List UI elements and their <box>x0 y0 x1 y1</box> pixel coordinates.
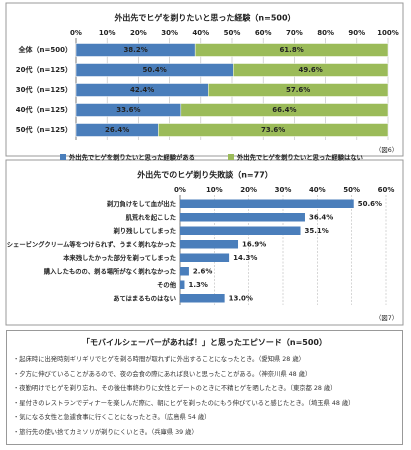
legend-label: 外出先でヒゲを剃りたいと思った経験はない <box>237 153 363 162</box>
bar <box>180 199 354 208</box>
y-tick-label: 購入したものの、剃る場所がなく剃れなかった <box>43 266 176 275</box>
x-tick-label: 80% <box>317 29 334 37</box>
bar <box>180 294 225 303</box>
value-label: 33.6% <box>116 106 140 114</box>
bar <box>180 280 185 289</box>
y-tick-label: 50代（n=125） <box>16 125 72 134</box>
x-tick-label: 100% <box>377 29 399 37</box>
episode-item: ・夜勤明けでヒゲを剃り忘れ、その後仕事終わりに女性とデートのときに不精ヒゲを晒し… <box>13 385 337 392</box>
x-tick-label: 10% <box>99 29 116 37</box>
bar <box>180 240 239 249</box>
value-label: 16.9% <box>242 240 266 248</box>
episode-item: ・星付きのレストランでディナーを楽しんだ際に、朝にヒゲを剃ったのにもう伸びている… <box>13 399 355 407</box>
y-tick-label: 肌荒れを起こした <box>125 212 176 221</box>
bar-segment <box>232 63 389 77</box>
x-tick-label: 60% <box>378 186 395 194</box>
x-tick-label: 20% <box>130 29 147 37</box>
x-tick-label: 20% <box>240 186 257 194</box>
value-label: 35.1% <box>305 227 329 235</box>
x-tick-label: 60% <box>255 29 272 37</box>
y-tick-label: 剃刀負けをして血が出た <box>106 199 176 208</box>
chart-title: 外出先でヒゲを剃りたいと思った経験（n=500） <box>114 13 295 23</box>
value-label: 38.2% <box>123 46 147 54</box>
value-label: 2.6% <box>193 267 212 275</box>
x-tick-label: 0% <box>70 29 82 37</box>
value-label: 50.4% <box>142 66 166 74</box>
value-label: 73.6% <box>261 126 285 134</box>
x-tick-label: 0% <box>174 186 186 194</box>
bar-segment <box>194 43 389 57</box>
bar-segment <box>180 103 389 117</box>
bar <box>180 253 230 262</box>
value-label: 14.3% <box>233 254 257 262</box>
bar <box>180 213 305 222</box>
figure-note: （図7） <box>375 314 398 322</box>
value-label: 66.4% <box>272 106 296 114</box>
y-tick-label: その他 <box>157 280 177 289</box>
x-tick-label: 40% <box>309 186 326 194</box>
episode-item: ・旅行先の使い捨てカミソリが剃りにくいとき。（兵庫県 39 歳） <box>13 428 198 436</box>
legend-label: 外出先でヒゲを剃りたいと思った経験がある <box>69 153 195 162</box>
y-tick-label: シェービングクリーム等をつけられず、うまく剃れなかった <box>7 239 176 248</box>
bar-segment <box>158 123 389 137</box>
x-tick-label: 30% <box>275 186 292 194</box>
x-tick-label: 30% <box>161 29 178 37</box>
y-tick-label: 40代（n=125） <box>16 105 72 114</box>
legend-swatch <box>60 154 66 160</box>
charts: 外出先でヒゲを剃りたいと思った経験（n=500） 0% 10% 20% 30% 40% 50… <box>5 2 404 326</box>
y-tick-label: あてはまるものはない <box>113 293 176 302</box>
legend-swatch <box>228 154 234 160</box>
chart-title: 外出先でのヒゲ剃り失敗談（n=77） <box>137 170 273 180</box>
x-tick-label: 40% <box>192 29 209 37</box>
figure-note: （図6） <box>375 146 398 154</box>
value-label: 13.0% <box>229 294 253 302</box>
y-tick-label: 剃り残ししてしまった <box>112 226 176 235</box>
x-tick-label: 50% <box>224 29 241 37</box>
y-tick-label: 本来残したかった部分を剃ってしまった <box>62 253 176 262</box>
value-label: 50.6% <box>358 200 382 208</box>
y-tick-label: 20代（n=125） <box>16 65 72 74</box>
value-label: 57.6% <box>286 86 310 94</box>
y-tick-label: 30代（n=125） <box>16 85 72 94</box>
panel <box>5 2 404 157</box>
x-tick-label: 10% <box>206 186 223 194</box>
episode-item: ・夕方に伸びていることがあるので、夜の会食の際にあれば良いと思ったことがある。（… <box>13 370 312 378</box>
value-label: 61.8% <box>279 46 303 54</box>
x-tick-label: 50% <box>343 186 360 194</box>
episode-item: ・起床時に出発時刻ギリギリでヒゲを剃る時間が取れずに外出することになったとき。（… <box>13 356 305 363</box>
value-label: 49.6% <box>298 66 322 74</box>
x-tick-label: 90% <box>348 29 365 37</box>
episodes-title: 「モバイルシェーバーがあれば！」と思ったエピソード（n=500） <box>81 338 327 347</box>
bar-segment <box>208 83 389 97</box>
episode-item: ・気になる女性と急遽食事に行くことになったとき。（広島県 54 歳） <box>13 414 211 421</box>
value-label: 26.4% <box>105 126 129 134</box>
y-tick-label: 全体（n=500） <box>18 45 72 54</box>
value-label: 36.4% <box>309 213 333 221</box>
episodes-box: 「モバイルシェーバーがあれば！」と思ったエピソード（n=500） ・起床時に出発… <box>6 330 403 445</box>
bar <box>180 226 301 235</box>
panel <box>5 159 404 326</box>
value-label: 1.3% <box>188 281 207 289</box>
bar <box>180 267 189 276</box>
value-label: 42.4% <box>130 86 154 94</box>
x-tick-label: 70% <box>286 29 303 37</box>
